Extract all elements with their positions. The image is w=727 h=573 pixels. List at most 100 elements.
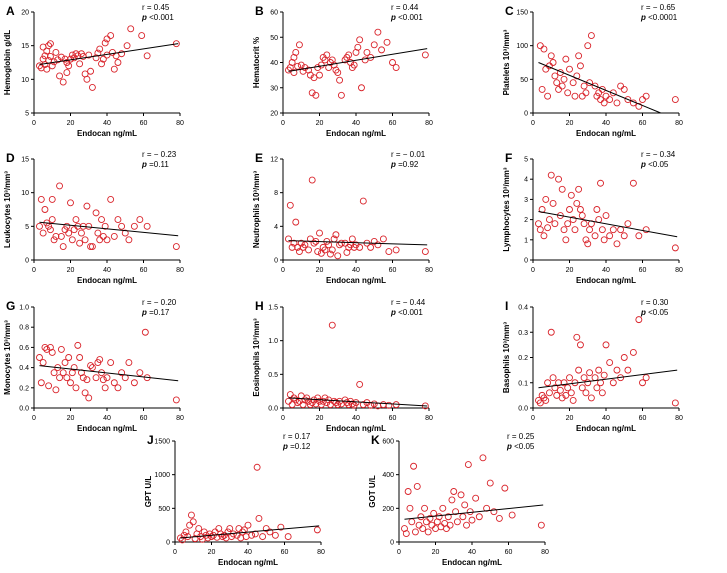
data-point: [358, 84, 365, 92]
y-tick-label: 12: [270, 157, 278, 164]
data-point: [92, 54, 100, 62]
data-point: [392, 246, 400, 254]
data-point: [564, 89, 572, 97]
data-point: [567, 191, 575, 199]
x-tick-label: 40: [352, 415, 360, 422]
data-point: [39, 229, 47, 237]
x-tick-label: 40: [602, 415, 610, 422]
data-point: [43, 345, 51, 353]
data-point: [288, 243, 296, 251]
y-tick-label: 8: [274, 190, 278, 197]
data-point: [61, 359, 69, 366]
panel-label-h: H: [255, 299, 264, 313]
x-tick-label: 80: [317, 549, 325, 556]
data-point: [36, 222, 43, 230]
data-point: [582, 89, 590, 97]
data-point: [72, 384, 80, 392]
data-point: [593, 384, 601, 392]
data-point: [553, 391, 561, 399]
data-point: [118, 369, 126, 377]
data-point: [587, 32, 595, 40]
y-tick-label: 5: [524, 157, 528, 164]
data-point: [490, 508, 498, 516]
data-point: [101, 222, 109, 230]
data-point: [508, 511, 516, 519]
data-point: [46, 52, 54, 60]
regression-line: [538, 211, 678, 238]
data-point: [402, 530, 410, 538]
x-tick-label: 60: [140, 267, 148, 274]
data-point: [421, 51, 429, 59]
data-point: [99, 232, 107, 240]
data-point: [46, 40, 54, 48]
data-point: [284, 533, 292, 541]
data-point: [379, 401, 387, 409]
data-point: [313, 526, 321, 534]
data-point: [96, 356, 104, 363]
data-point: [138, 32, 146, 40]
data-point: [348, 235, 356, 243]
y-tick-label: 30: [270, 85, 278, 92]
data-point: [573, 333, 581, 341]
data-point: [81, 389, 89, 397]
data-point: [613, 366, 621, 374]
data-point: [486, 479, 494, 487]
data-point: [46, 226, 54, 234]
data-point: [558, 185, 566, 193]
data-point: [37, 379, 45, 387]
stat-p-value: p <0.0001: [640, 13, 678, 22]
data-point: [587, 220, 595, 228]
y-tick-label: 0.2: [518, 355, 528, 362]
x-tick-label: 20: [316, 267, 324, 274]
data-point: [567, 389, 575, 397]
data-point: [182, 528, 190, 536]
y-tick-label: 0: [390, 540, 394, 547]
p-value-text: =0.92: [396, 160, 419, 169]
stat-r-value: r = − 0.01: [391, 150, 426, 159]
data-point: [59, 369, 67, 377]
y-tick-label: 0.8: [19, 325, 29, 332]
data-point: [671, 244, 679, 252]
y-tick-label: 0.3: [518, 330, 528, 337]
p-symbol: p: [282, 442, 288, 451]
x-tick-label: 80: [425, 267, 433, 274]
data-point: [290, 239, 298, 247]
data-point: [383, 38, 391, 46]
data-point: [266, 528, 274, 536]
x-tick-label: 40: [352, 120, 360, 127]
data-point: [536, 226, 544, 234]
data-point: [85, 394, 93, 402]
x-tick-label: 40: [602, 267, 610, 274]
y-axis-label: GOT U/L: [368, 475, 377, 508]
y-tick-label: 1.5: [268, 305, 278, 312]
data-point: [408, 518, 416, 526]
data-point: [327, 250, 334, 258]
data-point: [96, 45, 104, 53]
data-point: [83, 202, 91, 210]
p-value-text: <0.05: [512, 442, 535, 451]
panel-label-d: D: [6, 151, 15, 165]
stat-r-value: r = 0.25: [507, 432, 535, 441]
data-point: [642, 226, 650, 234]
x-tick-label: 0: [32, 415, 36, 422]
y-tick-label: 600: [382, 439, 394, 446]
data-point: [598, 389, 606, 397]
data-point: [36, 354, 43, 361]
data-point: [370, 41, 378, 49]
y-tick-label: 0.6: [19, 345, 29, 352]
x-axis-label: Endocan ng/mL: [77, 276, 137, 285]
data-point: [435, 513, 443, 521]
data-point: [577, 62, 584, 70]
x-tick-label: 60: [639, 120, 647, 127]
x-tick-label: 0: [531, 267, 535, 274]
data-point: [464, 461, 472, 469]
regression-line: [180, 525, 320, 539]
data-point: [536, 399, 544, 407]
data-point: [635, 316, 643, 324]
x-axis-label: Endocan ng/mL: [576, 129, 636, 138]
data-point: [580, 82, 588, 90]
data-point: [334, 252, 342, 260]
panel-label-e: E: [255, 151, 263, 165]
x-tick-label: 40: [103, 267, 111, 274]
x-tick-label: 60: [140, 120, 148, 127]
